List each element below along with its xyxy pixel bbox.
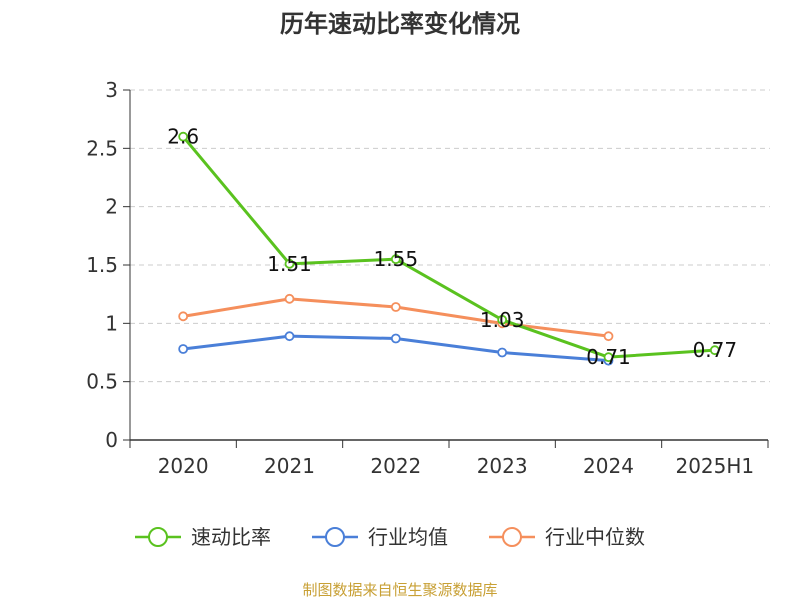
data-point-industry-median[interactable]: [178, 311, 189, 322]
legend-item-quick-ratio[interactable]: 速动比率: [135, 525, 271, 549]
data-point-quick-ratio[interactable]: [390, 254, 401, 265]
data-label: 1.51: [267, 252, 312, 276]
x-tick-label: 2021: [264, 454, 315, 478]
legend-label: 速动比率: [191, 525, 271, 549]
y-tick-label: 1.5: [86, 253, 118, 277]
data-point-quick-ratio[interactable]: [709, 345, 720, 356]
series-layer: [178, 131, 720, 366]
legend-marker-icon: [148, 527, 168, 547]
gridlines: [130, 89, 770, 383]
y-tick-label: 0: [105, 428, 118, 452]
axes: 0 0.5 1 1.5 2 2.5 3 2020 2021 2022 2023 2024 2025H1: [86, 78, 769, 478]
data-point-quick-ratio[interactable]: [178, 131, 189, 142]
legend-item-industry-median[interactable]: 行业中位数: [489, 525, 645, 549]
y-tick-label: 1: [105, 311, 118, 335]
data-label: 2.6: [167, 125, 199, 149]
data-point-quick-ratio[interactable]: [497, 314, 508, 325]
legend-marker-icon: [325, 527, 345, 547]
data-point-quick-ratio[interactable]: [603, 352, 614, 363]
data-point-industry-mean[interactable]: [284, 331, 295, 342]
y-tick-label: 3: [105, 78, 118, 102]
data-labels: 2.6 1.51 1.55 1.03 0.71 0.77: [167, 125, 737, 369]
data-label: 1.55: [374, 247, 419, 271]
x-tick-label: 2024: [583, 454, 634, 478]
legend-label: 行业中位数: [545, 525, 645, 549]
y-tick-label: 0.5: [86, 370, 118, 394]
data-label: 0.71: [586, 345, 631, 369]
data-label: 0.77: [693, 338, 738, 362]
x-tick-label: 2022: [370, 454, 421, 478]
data-point-industry-mean[interactable]: [390, 333, 401, 344]
data-point-industry-mean[interactable]: [497, 347, 508, 358]
series-industry-mean: [178, 331, 614, 366]
data-point-industry-mean[interactable]: [178, 344, 189, 354]
data-label: 1.03: [480, 308, 525, 332]
y-tick-label: 2: [105, 195, 118, 219]
data-point-industry-median[interactable]: [284, 293, 295, 304]
legend-marker-icon: [502, 527, 522, 547]
legend-label: 行业均值: [368, 525, 448, 549]
series-line-quick-ratio: [181, 135, 717, 359]
source-note: 制图数据来自恒生聚源数据库: [302, 581, 497, 599]
x-tick-label: 2023: [477, 454, 528, 478]
data-point-industry-median[interactable]: [603, 331, 614, 342]
y-tick-label: 2.5: [86, 136, 118, 160]
data-point-industry-median[interactable]: [390, 302, 401, 312]
series-quick-ratio: [178, 131, 720, 363]
legend: 速动比率 行业均值 行业中位数: [135, 525, 645, 549]
legend-item-industry-mean[interactable]: 行业均值: [312, 525, 448, 549]
series-industry-median: [178, 293, 614, 342]
x-tick-label: 2025H1: [675, 454, 754, 478]
x-tick-label: 2020: [158, 454, 209, 478]
data-point-quick-ratio[interactable]: [284, 258, 295, 269]
chart-title: 历年速动比率变化情况: [280, 10, 520, 38]
